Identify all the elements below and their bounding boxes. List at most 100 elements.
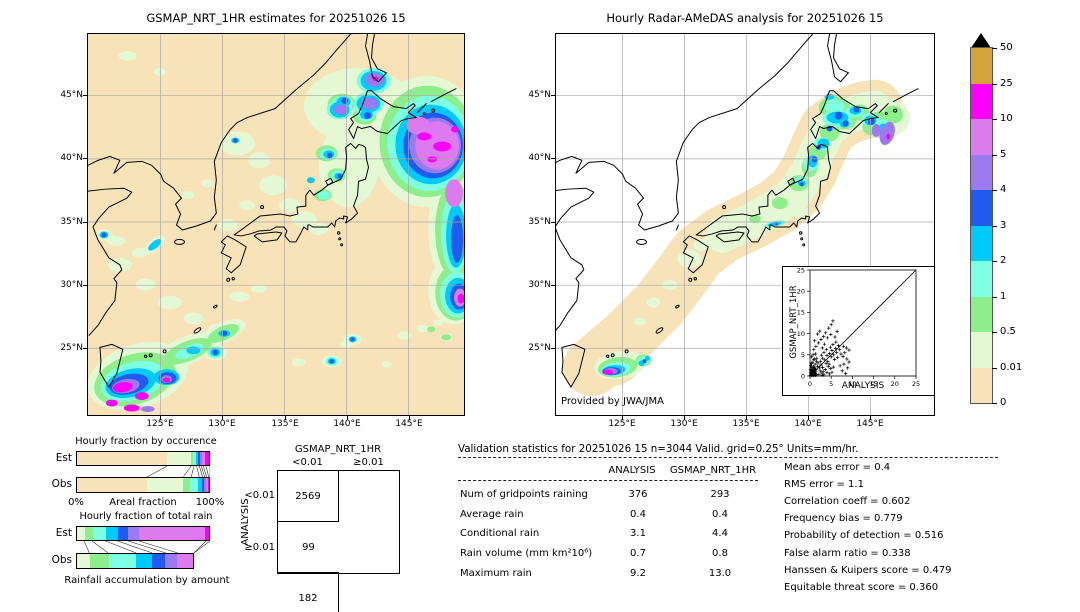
validation-col-gsmap: GSMAP_NRT_1HR [669,465,757,476]
bar-segment [198,478,202,492]
svg-text:0: 0 [801,372,805,380]
right-map-y-tickmark [551,222,555,223]
svg-text:25: 25 [797,267,805,274]
inset-y-axis-label: GSMAP_NRT_1HR [789,285,799,359]
occurrence-axis-min: 0% [68,497,84,508]
left-map-y-tick-label: 25°N [60,343,83,353]
left-map-x-tick-label: 140°E [333,419,361,429]
right-map-y-tickmark [551,348,555,349]
validation-row-label: Rain volume (mm km²10⁶) [460,548,593,560]
inset-scatter-panel: 0 0 5 5 10 10 15 15 20 20 25 25 ANALYSIS GSMAP_NRT_… [782,266,935,396]
colorbar-segment [971,154,992,190]
scatter-points [808,319,851,378]
validation-value-analysis: 0.7 [630,548,646,560]
right-map-x-tick-label: 130°E [670,419,698,429]
left-map-y-tickmark [83,285,87,286]
colorbar-tickmark [992,403,997,404]
bar-segment [202,452,205,465]
bar-segment [182,478,191,492]
colorbar-segment [971,119,992,155]
validation-row-label: Average rain [460,508,524,520]
right-map-x-tick-label: 140°E [794,419,822,429]
left-map-title: GSMAP_NRT_1HR estimates for 20251026 15 [146,11,406,25]
colorbar-tick-label: 2 [1000,255,1007,266]
bar-segment [152,554,166,568]
validation-value-gsmap: 0.4 [712,508,728,520]
occurrence-connectors [146,466,210,477]
right-map-x-tickmark [870,416,871,420]
svg-text:10: 10 [848,380,856,388]
left-map-y-tickmark [83,158,87,159]
colorbar-segment [971,225,992,261]
right-map-y-tickmark [551,158,555,159]
bar-segment [128,527,139,540]
svg-text:15: 15 [869,380,877,388]
right-map-x-tickmark [684,416,685,420]
totalrain-est-bar [76,526,210,541]
occurrence-obs-label: Obs [51,478,72,490]
svg-text:5: 5 [801,351,805,359]
bar-segment [204,452,209,465]
bar-segment [77,554,91,568]
colorbar-tick-label: 4 [1000,184,1007,195]
occurrence-obs-bar [76,477,210,493]
left-map-x-tickmark [285,416,286,420]
right-map-y-tick-label: 40°N [528,153,551,163]
bar-segment [201,478,204,492]
colorbar-tickmark [992,154,997,156]
colorbar-tickmark [992,296,997,298]
validation-row-label: Conditional rain [460,528,540,540]
right-precip-field [562,79,911,397]
colorbar-tick-label: 10 [1000,113,1013,124]
bar-segment [108,554,137,568]
score-row: Correlation coeff = 0.602 [784,496,911,508]
colorbar-segment [971,296,992,332]
left-precip-field [88,50,464,413]
contingency-table: 2569 99 182 194 [277,470,400,612]
left-map-y-tick-label: 40°N [60,153,83,163]
left-map-y-tick-label: 35°N [60,217,83,227]
validation-value-gsmap: 4.4 [712,528,728,540]
colorbar-tickmark [992,119,997,120]
svg-text:20: 20 [797,288,805,296]
validation-col-analysis: ANALYSIS [608,465,656,476]
validation-value-gsmap: 293 [710,489,730,500]
left-map-x-tick-label: 135°E [271,419,299,429]
right-map-y-tick-label: 45°N [528,90,551,100]
svg-text:0: 0 [808,380,812,388]
totalrain-est-label: Est [55,527,72,539]
contingency-cell: 182 [278,573,339,612]
left-map-x-tick-label: 125°E [146,419,174,429]
right-map-y-tickmark [551,95,555,96]
right-map-x-tickmark [746,416,747,420]
bar-segment [203,478,206,492]
totalrain-obs-bar [76,553,194,569]
colorbar-segment [971,48,992,84]
score-row: Frequency bias = 0.779 [784,513,903,525]
bar-segment [207,478,209,492]
left-map-y-tickmark [83,348,87,349]
bar-segment [193,452,196,465]
colorbar-tick-label: 5 [1000,148,1007,160]
validation-row-label: Num of gridpoints raining [460,489,588,500]
svg-text:5: 5 [829,380,833,388]
totalrain-obs-label: Obs [51,554,72,566]
colorbar-tickmark [992,332,997,333]
contingency-col-label-2: ≥0.01 [353,457,384,468]
bar-segment [90,554,109,568]
validation-value-analysis: 0.4 [630,508,646,520]
svg-text:20: 20 [891,380,899,388]
colorbar-tick-label: 50 [1000,42,1013,53]
right-map-x-tick-label: 145°E [856,419,884,429]
svg-text:10: 10 [797,330,805,338]
validation-value-gsmap: 13.0 [708,567,732,579]
left-map-x-tick-label: 130°E [208,419,236,429]
colorbar-tickmark [992,48,997,49]
bar-segment [190,452,194,465]
bar-segment [190,478,199,492]
left-map-x-tick-label: 145°E [395,419,423,429]
totalrain-axis-label: Rainfall accumulation by amount [64,575,230,586]
bar-segment [146,478,183,492]
divider [458,457,998,458]
